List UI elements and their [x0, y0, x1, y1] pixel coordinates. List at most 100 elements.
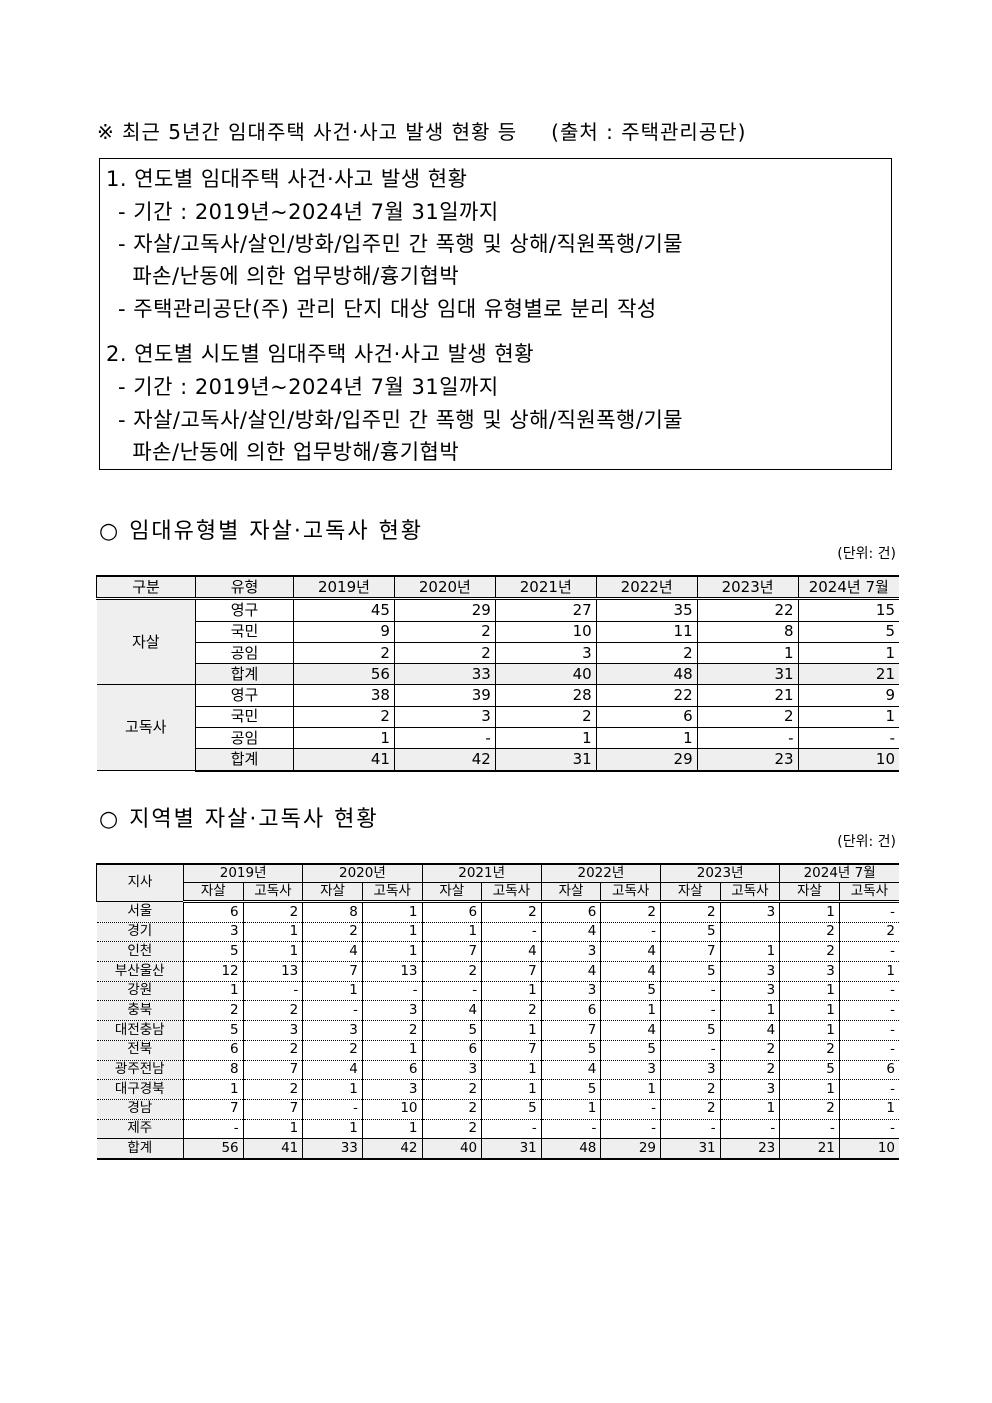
type-table: 구분 유형 2019년 2020년 2021년 2022년 2023년 2024년 7월 자살 영… [96, 575, 899, 772]
value-cell: 2 [242, 901, 303, 923]
box-line: - 기간 : 2019년~2024년 7월 31일까지 [118, 375, 499, 399]
value-cell: 1 [242, 941, 303, 963]
type-label: 국민 [195, 621, 294, 643]
value-cell: 1 [293, 727, 395, 750]
value-cell: 4 [302, 1060, 363, 1081]
section1-unit: (단위: 건) [837, 546, 896, 562]
value-cell: 31 [494, 748, 597, 772]
value-cell: 1 [600, 1079, 661, 1100]
value-cell: 1 [361, 922, 422, 943]
value-cell: 40 [421, 1138, 482, 1160]
value-cell: 33 [302, 1138, 363, 1160]
type-label: 합계 [195, 748, 294, 772]
value-cell: 2 [293, 642, 395, 665]
summary-box: 1. 연도별 임대주택 사건·사고 발생 현황 - 기간 : 2019년~202… [99, 158, 892, 470]
value-cell: 1 [361, 1119, 422, 1140]
column-header: 2024년 7월 [797, 575, 899, 601]
header-row: 구분 유형 2019년 2020년 2021년 2022년 2023년 2024년 7월 [96, 575, 899, 601]
region-label: 강원 [96, 981, 184, 1002]
value-cell: 1 [797, 642, 899, 665]
subheader: 자살 [540, 882, 601, 903]
value-cell: - [540, 1119, 601, 1140]
value-cell: 1 [600, 1000, 661, 1022]
value-cell: 1 [242, 922, 303, 943]
year-header: 2022년 [540, 863, 661, 883]
value-cell: 4 [600, 961, 661, 982]
value-cell: - [600, 1119, 661, 1140]
value-cell: 22 [595, 684, 698, 707]
corner-header: 지사 [96, 863, 184, 902]
value-cell: 28 [494, 684, 597, 707]
table-row: 인천 5 1 4 1 7 4 3 4 7 1 2- [96, 941, 899, 963]
table-row: 대전충남 5 3 3 2 5 1 7 4 5 4 1- [96, 1020, 899, 1041]
value-cell: 1 [779, 1079, 840, 1100]
value-cell: 4 [540, 961, 601, 982]
type-label: 국민 [195, 706, 294, 729]
value-cell: 33 [393, 663, 496, 686]
type-label: 공임 [195, 727, 294, 750]
value-cell: - [696, 727, 799, 750]
value-cell: - [302, 1000, 363, 1022]
value-cell: - [481, 1119, 542, 1140]
value-cell: 1 [595, 727, 698, 750]
value-cell: 48 [540, 1138, 601, 1160]
value-cell: - [660, 1040, 721, 1061]
value-cell: 38 [293, 684, 395, 707]
value-cell: 2 [779, 922, 840, 943]
subheader: 고독사 [361, 882, 422, 903]
column-header: 2023년 [696, 575, 799, 601]
value-cell: 2 [393, 621, 496, 643]
value-cell: 42 [361, 1138, 422, 1160]
value-cell: 7 [242, 1099, 303, 1120]
value-cell: 1 [481, 1060, 542, 1081]
value-cell: 5 [183, 1020, 244, 1041]
value-cell: 2 [421, 961, 482, 982]
value-cell: 2 [838, 922, 899, 943]
value-cell: 2 [660, 901, 721, 923]
table-row: 합계 41 42 31 29 23 10 [97, 748, 899, 772]
value-cell: 7 [481, 961, 542, 982]
value-cell: 1 [361, 901, 422, 923]
value-cell: 2 [421, 1119, 482, 1140]
value-cell: 5 [660, 922, 721, 943]
value-cell: 41 [242, 1138, 303, 1160]
value-cell: 6 [838, 1060, 899, 1081]
value-cell: 6 [421, 901, 482, 923]
table-row: 합계 56 33 40 48 31 21 [97, 663, 899, 686]
value-cell: 1 [719, 1000, 780, 1022]
table-row: 자살 영구 45 29 27 35 22 15 [96, 598, 899, 686]
value-cell: 3 [719, 961, 780, 982]
value-cell: 23 [696, 748, 799, 772]
value-cell: 3 [361, 1079, 422, 1100]
column-header: 2020년 [393, 575, 496, 601]
value-cell: 1 [481, 981, 542, 1002]
value-cell: - [421, 981, 482, 1002]
value-cell: 10 [797, 748, 899, 772]
value-cell: 21 [779, 1138, 840, 1160]
value-cell: 23 [719, 1138, 780, 1160]
value-cell: 3 [421, 1060, 482, 1081]
group-label: 고독사 [96, 684, 196, 772]
value-cell: 5 [660, 1020, 721, 1041]
type-label: 영구 [195, 598, 294, 622]
value-cell: 1 [797, 706, 899, 729]
region-label: 합계 [96, 1138, 184, 1160]
value-cell: 31 [660, 1138, 721, 1160]
value-cell: 21 [797, 663, 899, 686]
value-cell: 1 [779, 901, 840, 923]
type-label: 영구 [195, 684, 294, 707]
value-cell: 10 [494, 621, 597, 643]
value-cell: 2 [481, 1000, 542, 1022]
value-cell: - [242, 981, 303, 1002]
box-heading-2: 2. 연도별 시도별 임대주택 사건·사고 발생 현황 [106, 342, 535, 366]
note-source: (출처 : 주택관리공단) [551, 120, 747, 144]
value-cell: 7 [481, 1040, 542, 1061]
table-row: 강원 1-1- -1 3 5-3 1- [96, 981, 899, 1002]
region-label: 전북 [96, 1040, 184, 1061]
value-cell: 1 [779, 1020, 840, 1041]
value-cell: 7 [242, 1060, 303, 1081]
value-cell [719, 922, 780, 943]
value-cell: 7 [183, 1099, 244, 1120]
value-cell: - [838, 1079, 899, 1100]
